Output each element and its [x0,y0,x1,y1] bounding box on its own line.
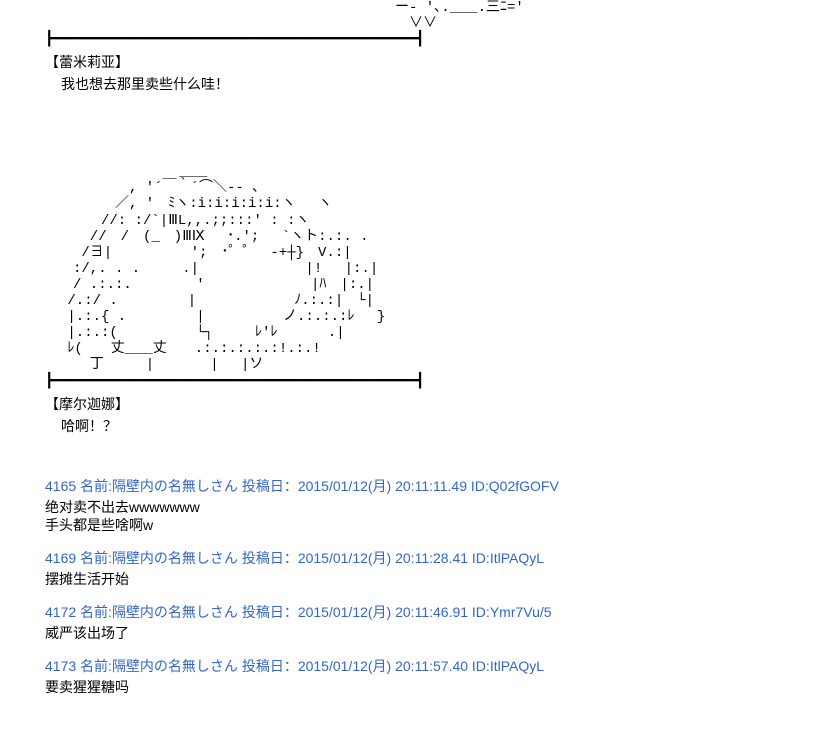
reply-post-prefix: 投稿日： [238,604,298,620]
reply-body: 要卖猩猩糖吗 [45,678,778,696]
reply-item: 4173 名前:隔壁内の名無しさん 投稿日：2015/01/12(月) 20:1… [45,656,778,696]
reply-body: 绝对卖不出去wwwwwww 手头都是些啥啊w [45,498,778,534]
reply-name-prefix: 名前: [76,658,112,674]
reply-post-prefix: 投稿日： [238,658,298,674]
reply-post-prefix: 投稿日： [238,550,298,566]
reply-id-prefix: ID: [468,550,490,566]
reply-name: 隔壁内の名無しさん [112,658,238,674]
reply-name: 隔壁内の名無しさん [112,604,238,620]
reply-name-prefix: 名前: [76,550,112,566]
reply-id-prefix: ID: [467,478,489,494]
reply-item: 4165 名前:隔壁内の名無しさん 投稿日：2015/01/12(月) 20:1… [45,476,778,534]
reply-no: 4169 [45,550,76,566]
reply-item: 4169 名前:隔壁内の名無しさん 投稿日：2015/01/12(月) 20:1… [45,548,778,588]
character-name-remilia: 【蕾米莉亚】 [45,52,778,72]
reply-name: 隔壁内の名無しさん [112,478,238,494]
reply-date: 2015/01/12(月) 20:11:28.41 [298,550,468,566]
reply-date: 2015/01/12(月) 20:11:11.49 [298,478,467,494]
reply-no: 4173 [45,658,76,674]
reply-id: Q02fGOFV [489,478,559,494]
reply-name-prefix: 名前: [76,478,112,494]
reply-date: 2015/01/12(月) 20:11:46.91 [298,604,468,620]
reply-date: 2015/01/12(月) 20:11:57.40 [298,658,468,674]
reply-header: 4165 名前:隔壁内の名無しさん 投稿日：2015/01/12(月) 20:1… [45,476,778,496]
reply-name: 隔壁内の名無しさん [112,550,238,566]
reply-header: 4173 名前:隔壁内の名無しさん 投稿日：2015/01/12(月) 20:1… [45,656,778,676]
reply-id-prefix: ID: [468,604,490,620]
reply-body: 摆摊生活开始 [45,570,778,588]
reply-no: 4172 [45,604,76,620]
character-line-morgana: 哈啊！？ [61,416,778,436]
character-line-remilia: 我也想去那里卖些什么哇！ [61,74,778,94]
ascii-art-top: ｀ー- '､.＿＿.三ﾆ=' ∨∨ ┣━━━━━━━━━━━━━━━━━━━━━… [45,0,778,48]
reply-post-prefix: 投稿日： [238,478,298,494]
character-name-morgana: 【摩尔迦娜】 [45,394,778,414]
reply-id: ItlPAQyL [490,658,544,674]
reply-no: 4165 [45,478,76,494]
reply-id: Ymr7Vu/5 [490,604,552,620]
reply-body: 威严该出场了 [45,624,778,642]
reply-item: 4172 名前:隔壁内の名無しさん 投稿日：2015/01/12(月) 20:1… [45,602,778,642]
ascii-art-mid: ＿＿ , '´￣｀´⌒＼‐- ､ ／, ' ﾐヽ:i:i:i:i:i:ヽ ヽ /… [45,164,778,389]
reply-header: 4172 名前:隔壁内の名無しさん 投稿日：2015/01/12(月) 20:1… [45,602,778,622]
reply-id-prefix: ID: [468,658,490,674]
reply-id: ItlPAQyL [490,550,544,566]
replies-section: 4165 名前:隔壁内の名無しさん 投稿日：2015/01/12(月) 20:1… [45,476,778,697]
reply-header: 4169 名前:隔壁内の名無しさん 投稿日：2015/01/12(月) 20:1… [45,548,778,568]
reply-name-prefix: 名前: [76,604,112,620]
